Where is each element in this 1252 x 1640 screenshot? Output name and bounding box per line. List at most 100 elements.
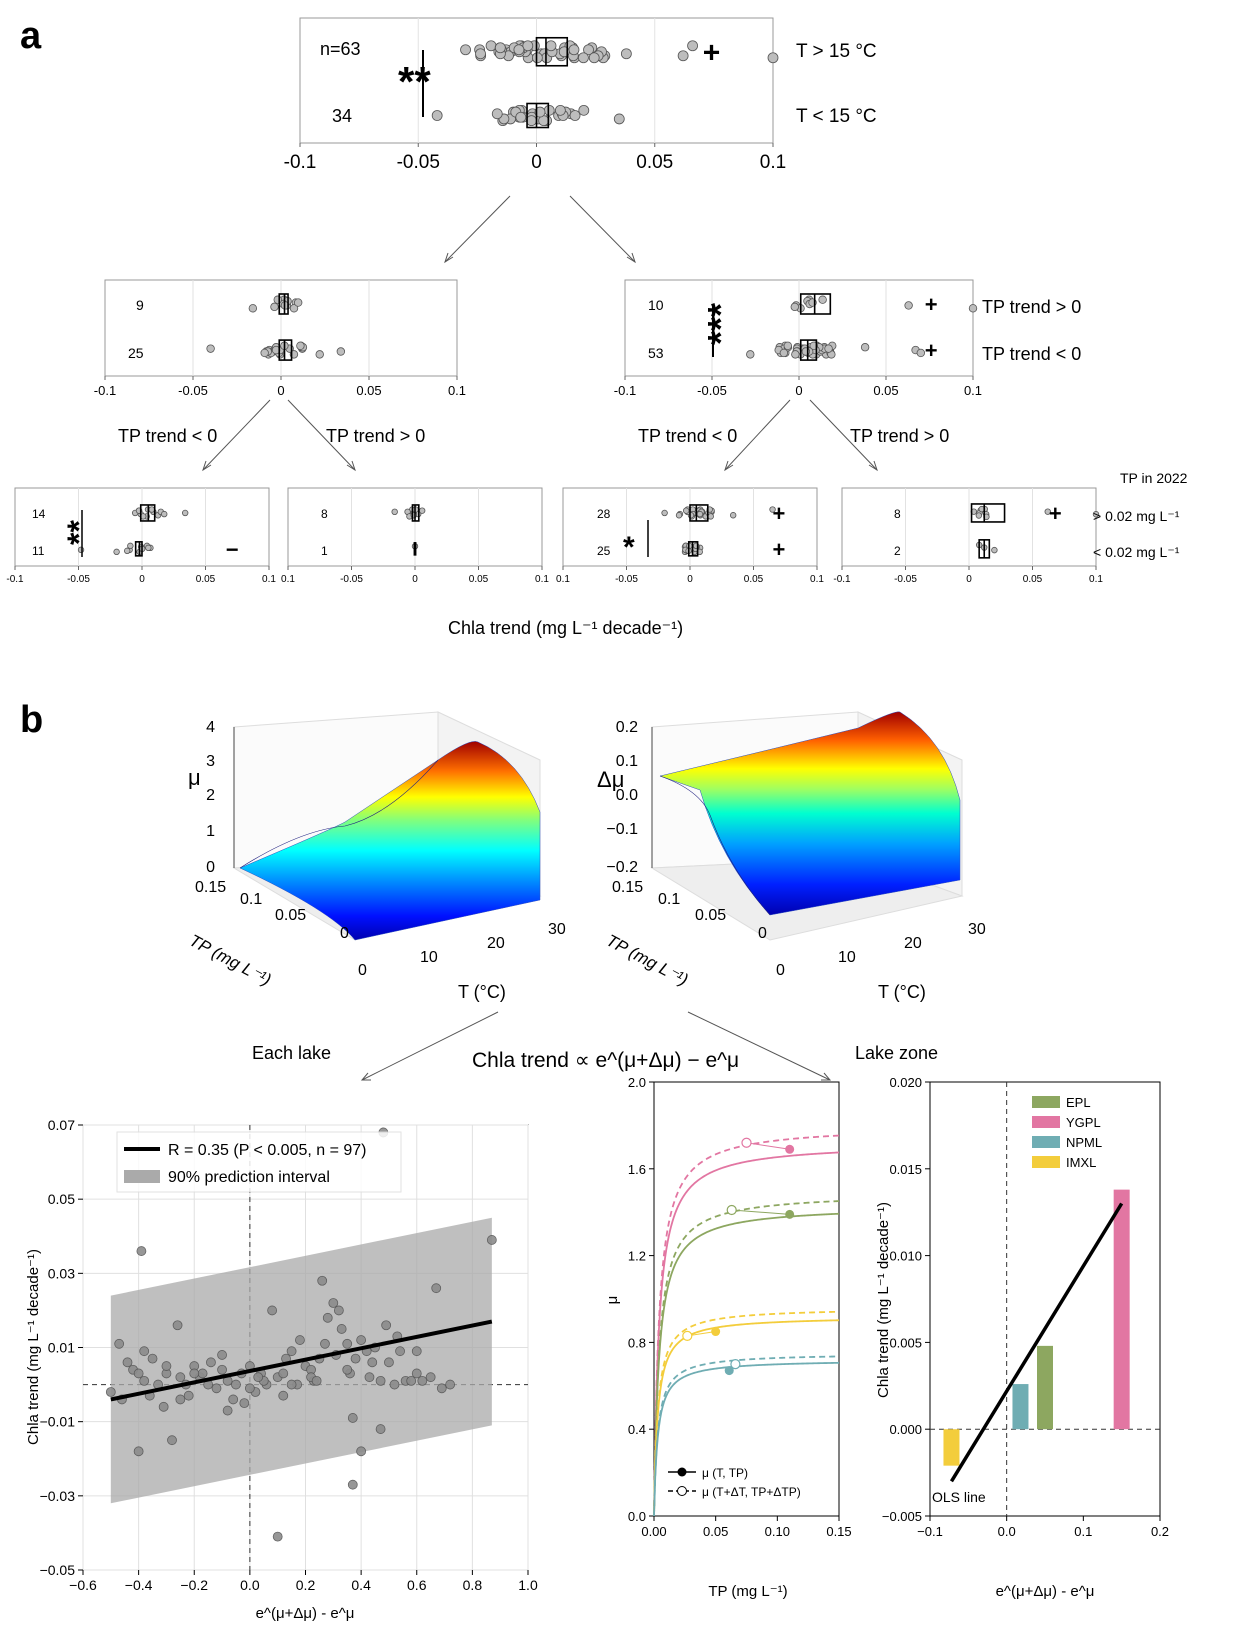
mid-left-panel-tick-4: 0.1 <box>448 383 466 398</box>
dmu-tplabel: TP (mg L⁻¹) <box>603 931 691 990</box>
bottom-panel-1-row1-pt <box>127 542 134 550</box>
legend-band-swatch <box>124 1170 160 1183</box>
scatter-point <box>147 1353 158 1364</box>
mid-right-panel-tick-1: -0.05 <box>697 383 727 398</box>
mu-tt2: 20 <box>487 935 505 952</box>
arrow-mr-l <box>724 399 791 471</box>
bottom-panel-3-row0-box <box>689 504 709 522</box>
top-panel-tick-2: 0 <box>531 152 542 173</box>
tp2022-header: TP in 2022 <box>1120 470 1188 486</box>
arrow-ml-r <box>287 399 356 471</box>
surface-dmu: Δμ −0.2 −0.1 0.0 0.1 0.2 0 0.05 0.1 0.15… <box>597 711 986 1002</box>
curves-xtick-label: 0.00 <box>641 1524 666 1539</box>
top-panel-row1-pt <box>613 113 625 125</box>
scatter-xtick-label: 1.0 <box>518 1577 538 1593</box>
bottom-panel-3-row0-pt <box>675 512 683 519</box>
bottom-panel-1-row1-pt <box>145 544 152 552</box>
bar-xtick-label: 0.0 <box>998 1524 1016 1539</box>
mid-left-panel-row0-pt <box>270 302 279 312</box>
mid-right-panel-row1-pt <box>824 344 833 353</box>
bar-EPL <box>1037 1345 1053 1430</box>
scatter-point <box>395 1346 405 1357</box>
scatter-point <box>333 1305 344 1316</box>
bar-NPML <box>1012 1384 1029 1430</box>
mu-zt2: 2 <box>206 787 215 804</box>
scatter-point <box>272 1531 283 1542</box>
top-panel-row0-pt <box>531 52 543 64</box>
bottom-panel-1-row0-pt <box>148 506 155 513</box>
scatter-point <box>105 1387 116 1397</box>
dmu-zt2: 0.0 <box>616 787 638 804</box>
bottom-panel-4-tick-3: 0.05 <box>1023 574 1043 585</box>
scatter-point <box>417 1375 428 1386</box>
mu-tpt3: 0.15 <box>195 879 226 896</box>
curve-IMXL-point-future <box>682 1330 693 1341</box>
scatter-point <box>431 1283 442 1294</box>
bottom-panel-4-row1-pt <box>991 546 998 554</box>
top-panel-row0-pt <box>767 52 779 64</box>
bottom-panel-3-row0-pt <box>696 510 704 518</box>
mu-zt4: 4 <box>206 719 215 736</box>
top-panel-row0-pt <box>494 42 506 54</box>
arrowhead-mr-r <box>868 460 878 472</box>
dmu-tpt2: 0.1 <box>658 891 680 908</box>
bar-ticks: −0.1 0.0 0.1 0.2 −0.005 0.000 0.005 0.010 0.015 0… <box>882 1075 1169 1539</box>
bottom-panel-1-row0-pt <box>161 510 168 518</box>
curve-YGPL-point <box>785 1144 795 1154</box>
split-mr-neg: TP trend < 0 <box>638 426 737 446</box>
scatter-point <box>278 1390 289 1401</box>
bottom-panel-3-tick-4: 0.1 <box>810 574 824 585</box>
bottom-row1-label: > 0.02 mg L⁻¹ <box>1093 508 1180 524</box>
scatter-point <box>133 1368 144 1379</box>
scatter-point <box>161 1361 172 1371</box>
bar-legend: EPL YGPL NPML IMXL <box>1032 1095 1102 1170</box>
scatter-point <box>172 1320 183 1331</box>
top-significance: ** <box>398 58 431 105</box>
scatter-xtick-label: 0.2 <box>296 1577 316 1593</box>
bottom-panel-3-tick-1: -0.05 <box>615 574 638 585</box>
dmu-tt2: 20 <box>904 935 922 952</box>
mid-left-panel-tick-0: -0.1 <box>94 383 116 398</box>
bar-ytick-label: 0.015 <box>889 1162 922 1177</box>
b2-row1-n: 8 <box>321 507 328 521</box>
legend-swatch-IMXL <box>1032 1156 1060 1168</box>
dmu-tpt3: 0.15 <box>612 879 643 896</box>
top-row2-label: T < 15 °C <box>796 106 877 127</box>
scatter-point <box>158 1401 169 1412</box>
top-panel-tick-1: -0.05 <box>397 152 440 173</box>
curve-YGPL <box>653 1151 840 1517</box>
scatter-ytick-label: 0.07 <box>48 1117 75 1133</box>
scatter-point <box>328 1298 339 1308</box>
dmu-zlabel: Δμ <box>597 767 624 792</box>
bottom-panel-3-row0-pt <box>729 512 737 519</box>
mid-right-panel-tick-0: -0.1 <box>614 383 636 398</box>
scatter-point <box>197 1368 208 1379</box>
bottom-panel-3-tick-2: 0 <box>687 574 693 585</box>
mid-left-panel-row1-pt <box>206 344 215 353</box>
mu-tt0: 0 <box>358 962 367 979</box>
scatter-ytick-label: 0.03 <box>48 1265 75 1281</box>
mid-left-panel-row0-pt <box>289 304 299 313</box>
top-panel-row0-pt <box>475 48 486 60</box>
ols-line <box>949 1202 1124 1483</box>
mid-right-panel-row1-pt <box>779 348 789 358</box>
curve-YGPL-point-future <box>741 1137 752 1148</box>
bottom-panel-4-tick-0: -0.1 <box>833 574 851 585</box>
mid-right-panel-row1-pt <box>746 350 755 359</box>
curves-xlabel: TP (mg L⁻¹) <box>708 1583 787 1600</box>
scatter-ticks: −0.6 −0.4 −0.2 0.0 0.2 0.4 0.6 0.8 1.0 −0.05 −0.03… <box>40 1117 538 1593</box>
scatter-point <box>183 1390 194 1401</box>
panel-a-xlabel: Chla trend (mg L⁻¹ decade⁻¹) <box>448 618 683 638</box>
scatter-point <box>278 1368 289 1379</box>
top-panel-row1-pt <box>491 108 503 120</box>
mu-tpt1: 0.05 <box>275 907 306 924</box>
scatter-point <box>356 1446 367 1457</box>
curve-EPL-future <box>653 1200 840 1517</box>
top-panel-row0-box <box>535 36 569 67</box>
scatter-point <box>425 1372 436 1383</box>
bar-rects <box>943 1189 1130 1466</box>
scatter-point <box>222 1405 233 1416</box>
scatter-point <box>244 1383 255 1394</box>
boxplot-panels: -0.1 -0.05 0 0.05 0.1 + -0.1 -0.05 0 0.05 0.1 -0.1 -… <box>6 17 1103 585</box>
zone-bar-chart: −0.1 0.0 0.1 0.2 −0.005 0.000 0.005 0.010 0.015 0… <box>875 1075 1169 1600</box>
